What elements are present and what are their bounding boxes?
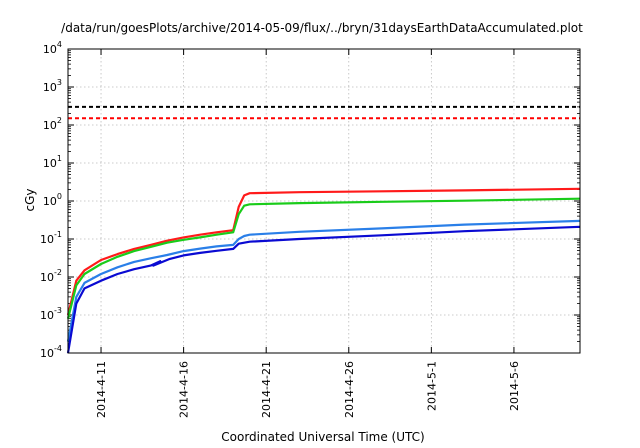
y-tick-label: 103 [43, 78, 62, 94]
chart-title: /data/run/goesPlots/archive/2014-05-09/f… [61, 21, 583, 35]
x-tick-label: 2014-4-11 [95, 361, 108, 418]
series-line [66, 225, 581, 354]
y-tick-label: 10-1 [40, 230, 62, 246]
threshold-lines [68, 105, 580, 120]
x-tick-label: 2014-5-6 [508, 361, 521, 411]
y-tick-label: 102 [43, 116, 62, 132]
y-tick-label: 104 [43, 40, 62, 56]
x-tick-label: 2014-5-1 [425, 361, 438, 411]
y-tick-label: 10-4 [40, 344, 62, 360]
x-tick-label: 2014-4-21 [260, 361, 273, 418]
series-line [66, 219, 581, 342]
axis-ticks: 10-4 10-3 10-2 10-1 100 101 102 103 104 2014-4-11… [40, 40, 580, 418]
y-tick-label: 10-3 [40, 306, 62, 322]
x-tick-label: 2014-4-26 [343, 361, 356, 418]
series-line [66, 187, 581, 316]
grid [68, 49, 580, 353]
y-tick-label: 101 [43, 154, 62, 170]
x-axis-label: Coordinated Universal Time (UTC) [221, 430, 424, 444]
x-tick-label: 2014-4-16 [178, 361, 191, 418]
y-axis-label: cGy [23, 189, 37, 212]
data-series [66, 187, 581, 354]
series-line [66, 197, 581, 319]
plot-frame [67, 48, 581, 354]
y-tick-label: 10-2 [40, 268, 62, 284]
y-tick-label: 100 [43, 192, 62, 208]
